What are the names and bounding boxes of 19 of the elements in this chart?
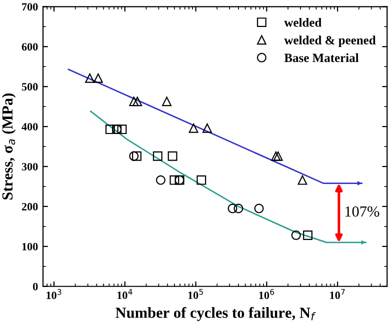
y-tick-label: 300	[22, 162, 38, 170]
legend-label: welded & peened	[284, 36, 376, 47]
y-tick-label: 400	[22, 123, 38, 131]
y-axis-title: Stress, σ$_{a}$ (MPa)	[2, 93, 16, 200]
x-tick-label: 10$^{5}$	[188, 288, 203, 300]
x-tick-label: 10$^{6}$	[259, 288, 274, 300]
y-tick-label: 700	[22, 3, 38, 11]
y-tick-label: 0	[33, 282, 38, 290]
annotation: 107%	[345, 206, 380, 217]
y-tick-label: 200	[22, 202, 38, 210]
y-tick-label: 100	[22, 242, 38, 250]
x-axis-title: Number of cycles to failure, N$_{f}$	[116, 307, 316, 322]
y-tick-label: 500	[22, 83, 38, 91]
x-tick-label: 10$^{3}$	[46, 288, 62, 300]
legend-label: Base Material	[284, 53, 359, 62]
y-tick-label: 600	[22, 43, 38, 51]
x-tick-label: 10$^{7}$	[330, 288, 345, 300]
legend-label: welded	[284, 18, 322, 27]
x-tick-label: 10$^{4}$	[117, 288, 132, 300]
